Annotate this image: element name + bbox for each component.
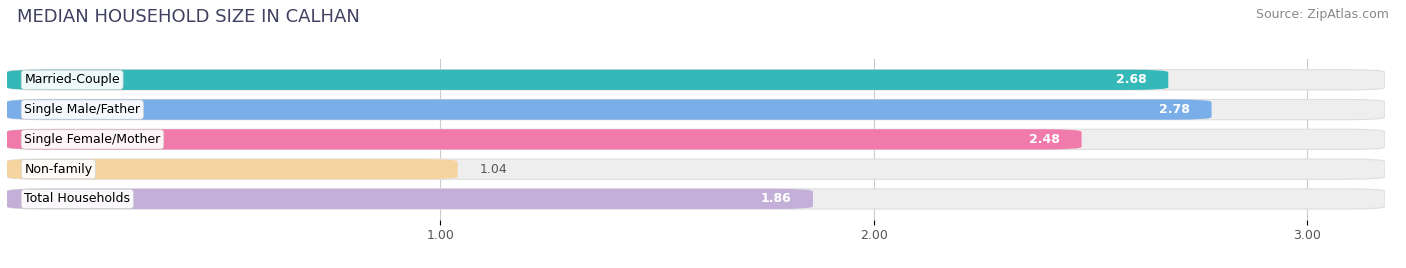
FancyBboxPatch shape [7,99,1385,120]
Text: Married-Couple: Married-Couple [24,73,120,86]
FancyBboxPatch shape [7,129,1081,150]
Text: Source: ZipAtlas.com: Source: ZipAtlas.com [1256,8,1389,21]
FancyBboxPatch shape [7,189,813,209]
Text: 1.04: 1.04 [479,163,508,176]
Text: 2.68: 2.68 [1116,73,1147,86]
FancyBboxPatch shape [7,70,1385,90]
FancyBboxPatch shape [7,129,1385,150]
FancyBboxPatch shape [7,99,1212,120]
Text: Single Male/Father: Single Male/Father [24,103,141,116]
Text: 1.86: 1.86 [761,192,792,205]
Text: 2.78: 2.78 [1159,103,1189,116]
Text: Non-family: Non-family [24,163,93,176]
FancyBboxPatch shape [7,70,1168,90]
FancyBboxPatch shape [7,189,1385,209]
Text: 2.48: 2.48 [1029,133,1060,146]
Text: MEDIAN HOUSEHOLD SIZE IN CALHAN: MEDIAN HOUSEHOLD SIZE IN CALHAN [17,8,360,26]
Text: Total Households: Total Households [24,192,131,205]
Text: Single Female/Mother: Single Female/Mother [24,133,160,146]
FancyBboxPatch shape [7,159,458,179]
FancyBboxPatch shape [7,159,1385,179]
